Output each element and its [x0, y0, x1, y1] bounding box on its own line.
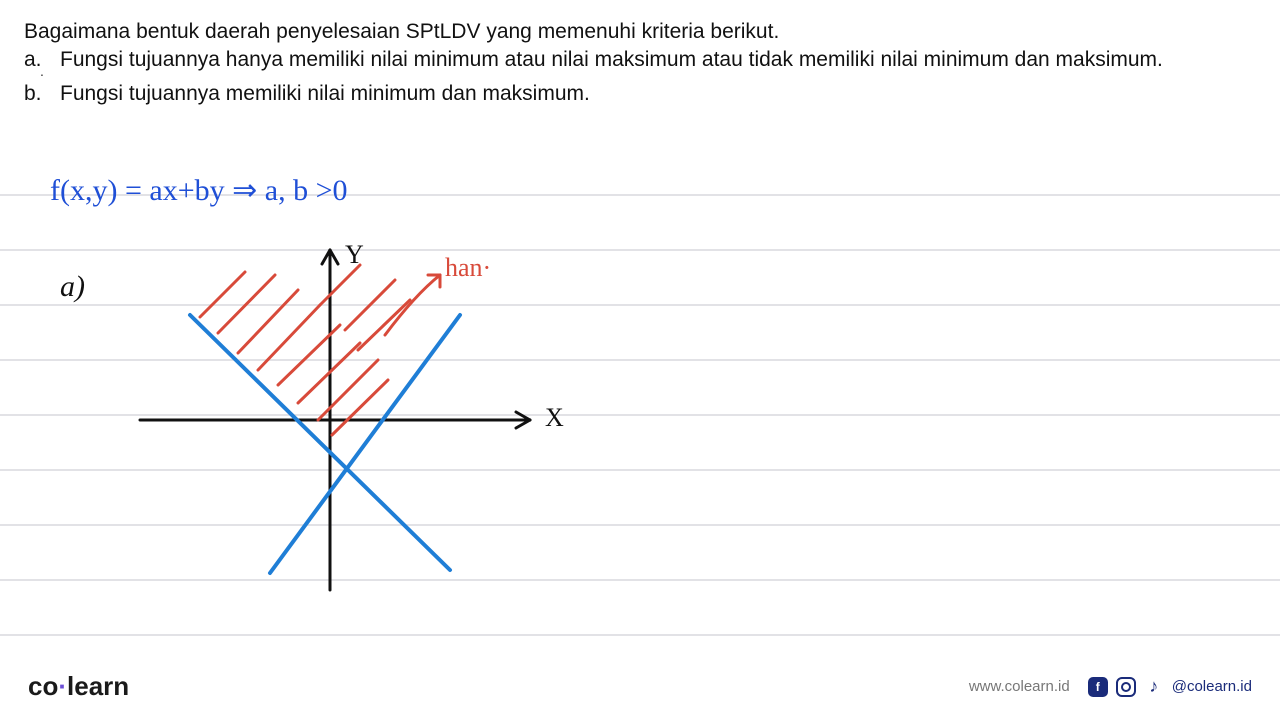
- whiteboard-svg: [0, 175, 1280, 660]
- site-url: www.colearn.id: [969, 678, 1070, 695]
- graph: [140, 250, 530, 590]
- instagram-icon: [1116, 677, 1136, 697]
- footer-right: www.colearn.id f ♪ @colearn.id: [969, 677, 1252, 697]
- question-item-a: a. Fungsi tujuannya hanya memiliki nilai…: [24, 48, 1256, 72]
- social-group: f ♪ @colearn.id: [1088, 677, 1252, 697]
- logo-learn: learn: [67, 671, 129, 701]
- item-text: Fungsi tujuannya memiliki nilai minimum …: [60, 82, 1256, 106]
- footer: co·learn www.colearn.id f ♪ @colearn.id: [28, 671, 1252, 702]
- axis-x-label: X: [545, 403, 564, 433]
- item-letter: b.: [24, 82, 60, 106]
- bullet-dot: ·: [24, 66, 60, 82]
- part-label: a): [60, 270, 85, 304]
- facebook-icon: f: [1088, 677, 1108, 697]
- tiktok-icon: ♪: [1144, 677, 1164, 697]
- social-handle: @colearn.id: [1172, 678, 1252, 695]
- ruled-lines: [0, 195, 1280, 635]
- bullet-row: ·: [24, 72, 1256, 82]
- logo-co: co: [28, 671, 58, 701]
- question-list: a. Fungsi tujuannya hanya memiliki nilai…: [24, 48, 1256, 106]
- question-prompt: Bagaimana bentuk daerah penyelesaian SPt…: [24, 18, 1256, 46]
- item-text: Fungsi tujuannya hanya memiliki nilai mi…: [60, 48, 1256, 72]
- axis-y-label: Y: [345, 240, 364, 270]
- logo: co·learn: [28, 671, 129, 702]
- whiteboard: f(x,y) = ax+by ⇒ a, b >0 a) Y X han·: [0, 175, 1280, 660]
- question-item-b: b. Fungsi tujuannya memiliki nilai minim…: [24, 82, 1256, 106]
- annotation-text: han·: [445, 253, 491, 283]
- question-block: Bagaimana bentuk daerah penyelesaian SPt…: [0, 0, 1280, 112]
- handwritten-formula: f(x,y) = ax+by ⇒ a, b >0: [50, 173, 348, 208]
- logo-dot: ·: [58, 671, 67, 701]
